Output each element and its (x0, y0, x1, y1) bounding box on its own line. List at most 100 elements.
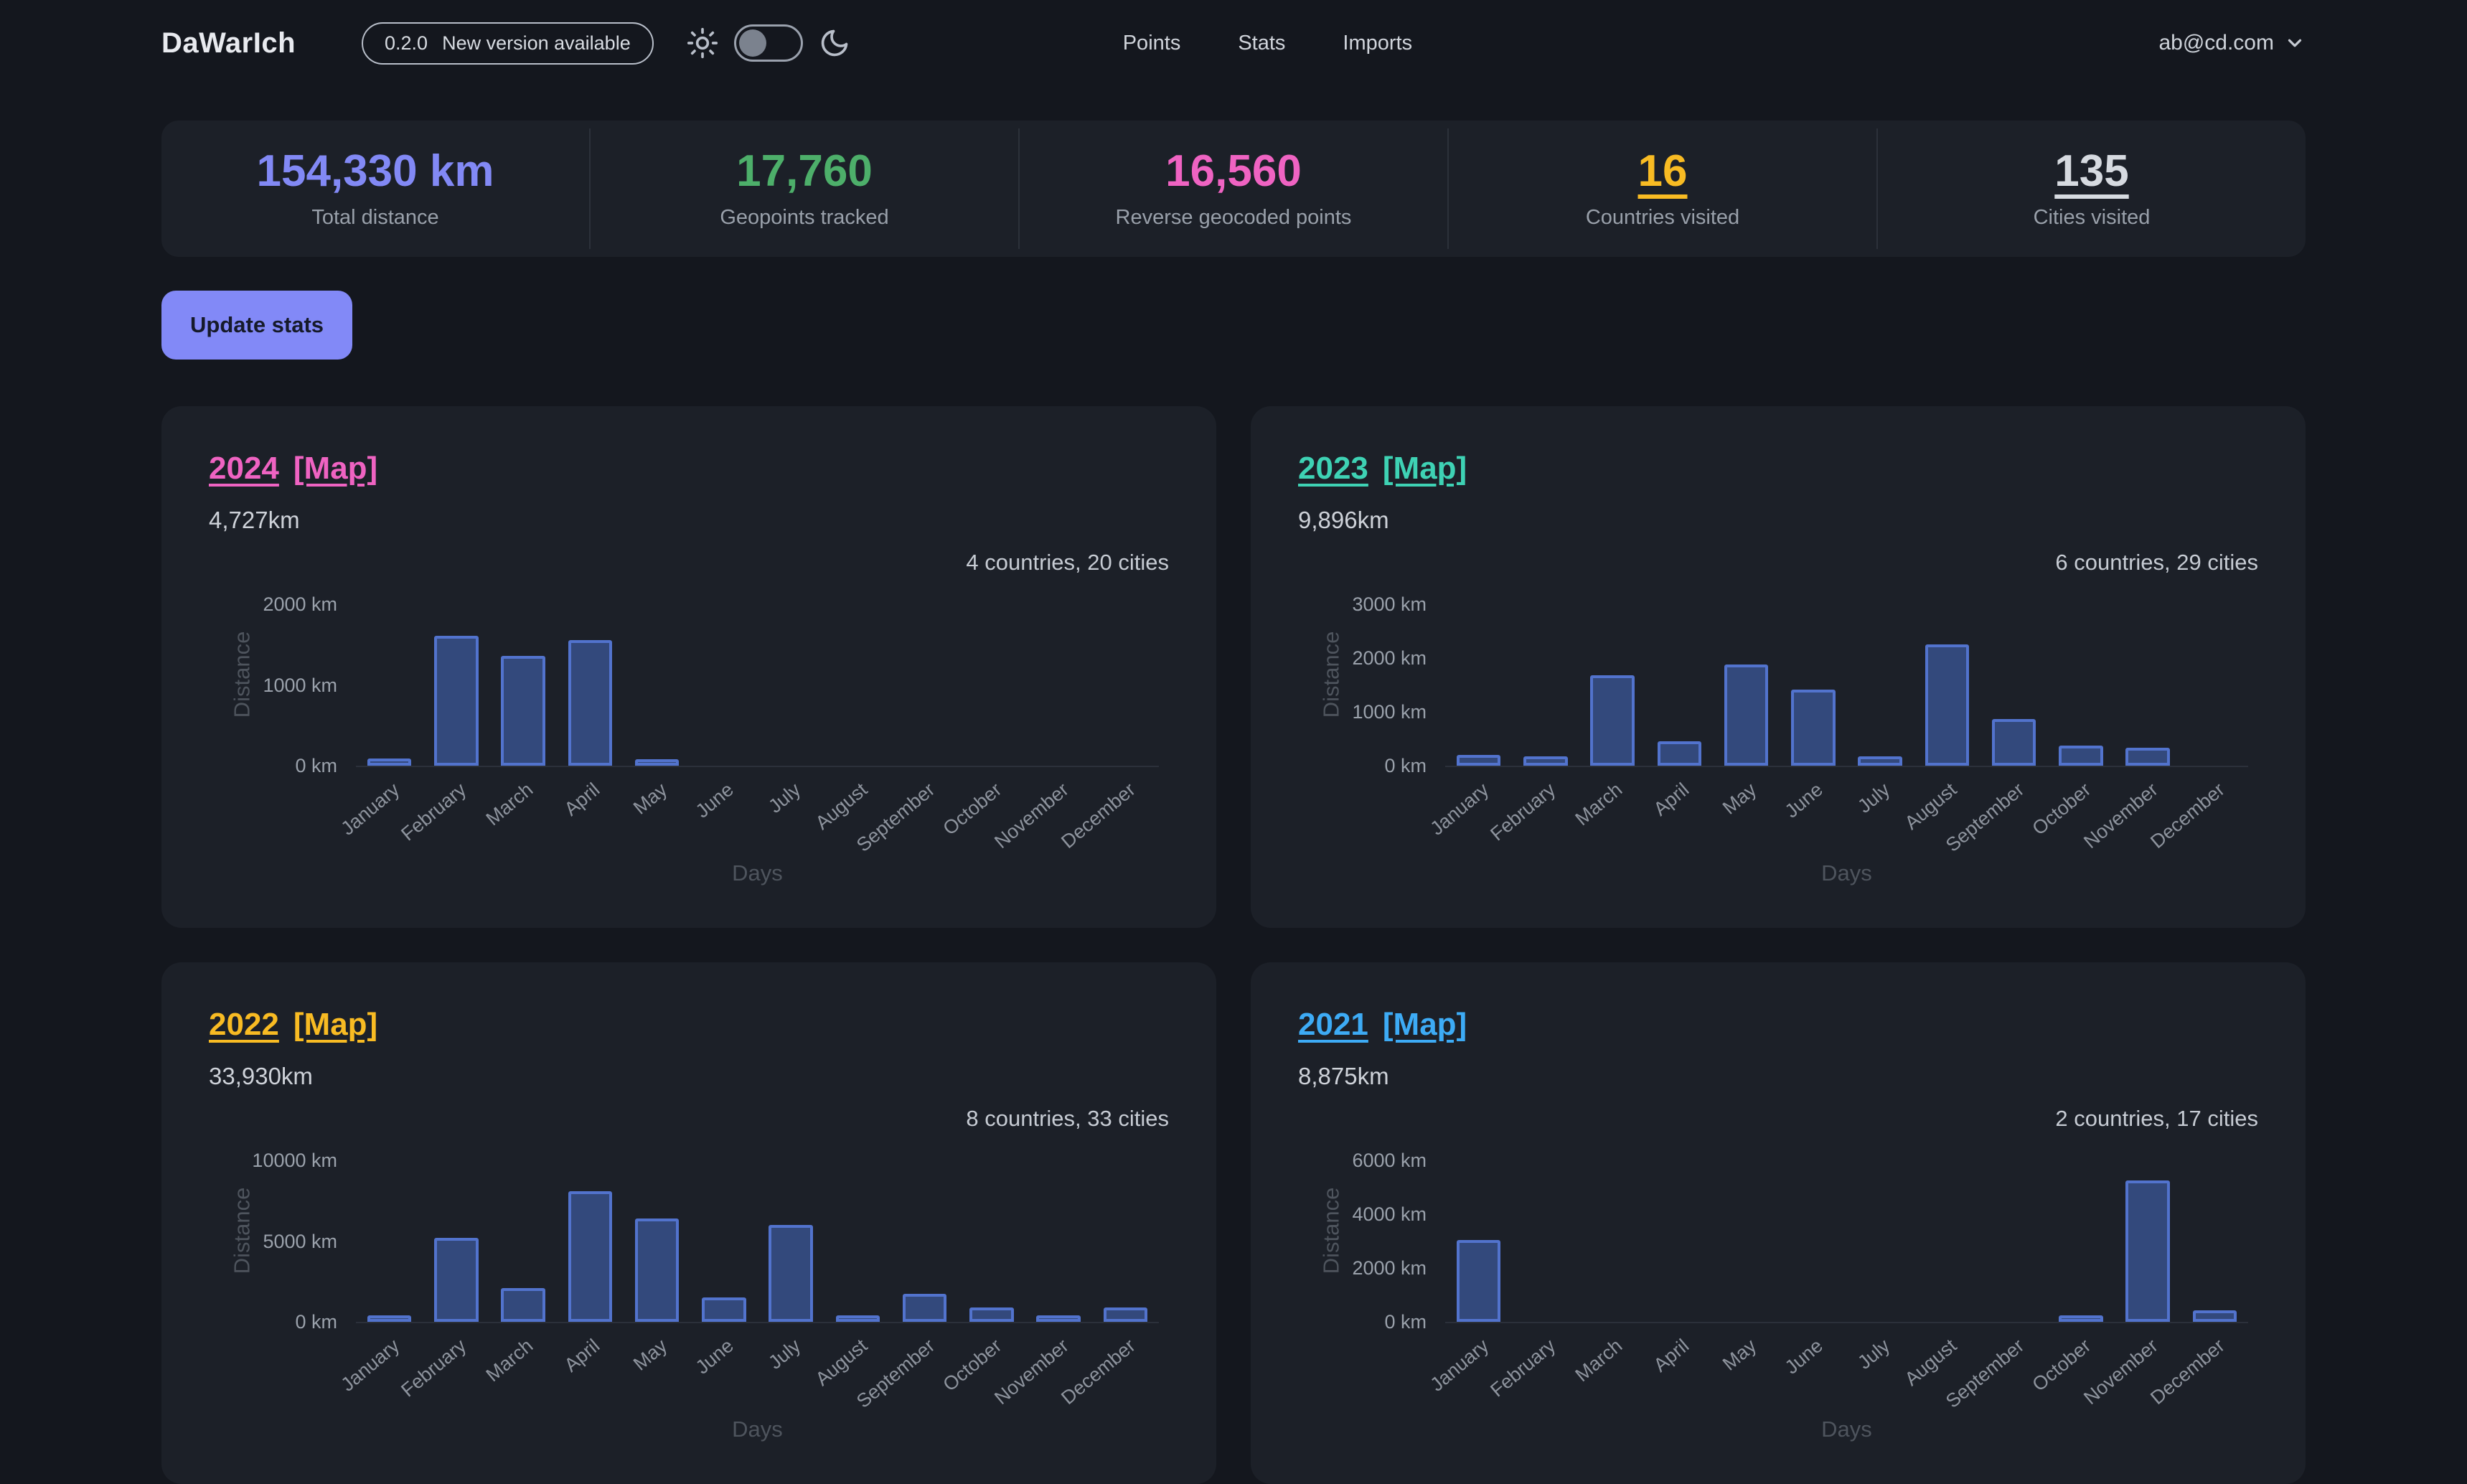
x-axis-tick: March (481, 1335, 537, 1386)
version-badge[interactable]: 0.2.0 New version available (362, 22, 654, 65)
map-link[interactable]: [Map] (1382, 1007, 1467, 1042)
y-axis-tick: 5000 km (263, 1230, 337, 1252)
x-axis-tick: July (764, 779, 805, 817)
bar-slot (1025, 583, 1092, 766)
bar-slot (1980, 583, 2047, 766)
theme-toggle[interactable] (733, 24, 803, 62)
bar-slot (1092, 1139, 1159, 1322)
bar-april (568, 639, 613, 766)
year-distance: 33,930km (209, 1063, 313, 1089)
x-axis-ticks: January February March April May June July Augu… (1426, 1323, 2248, 1412)
year-distance: 8,875km (1298, 1063, 1389, 1089)
chevron-down-icon (2284, 32, 2306, 54)
bar-slot (958, 583, 1025, 766)
bar-slot (1579, 583, 1646, 766)
bar-slot (557, 583, 624, 766)
x-axis-tick: September (852, 1335, 939, 1412)
bar-slot (1780, 1139, 1846, 1322)
y-axis-tick: 10000 km (252, 1150, 337, 1171)
y-axis-tick: 3000 km (1352, 593, 1427, 615)
bar-may (634, 759, 680, 766)
y-axis-tick: 0 km (295, 1311, 337, 1333)
bar-february (434, 635, 479, 766)
year-cards-grid: 2024 [Map] 4,727km 4 countries, 20 citie… (161, 406, 2306, 1484)
x-axis-tick: September (852, 779, 939, 856)
bar-slot (1445, 583, 1512, 766)
bar-august (1925, 644, 1970, 766)
year-link[interactable]: 2023 (1298, 451, 1368, 486)
x-axis-tick: September (1941, 1335, 2028, 1412)
nav-item-points[interactable]: Points (1122, 31, 1181, 55)
year-link[interactable]: 2021 (1298, 1007, 1368, 1042)
nav-item-stats[interactable]: Stats (1238, 31, 1286, 55)
map-link[interactable]: [Map] (293, 1007, 378, 1042)
y-axis-title: Distance (229, 631, 255, 718)
bar-slot (1512, 583, 1579, 766)
map-link[interactable]: [Map] (1382, 451, 1467, 486)
x-axis-tick: April (1649, 1335, 1693, 1376)
x-axis-tick: April (560, 1335, 604, 1376)
x-axis-tick: December (1056, 779, 1139, 853)
x-axis-ticks: January February March April May June July Augu… (337, 1323, 1159, 1412)
x-axis-tick: February (1486, 779, 1560, 845)
card-title: 2023 [Map] (1298, 451, 2258, 487)
x-axis-title: Days (1821, 1417, 1872, 1442)
bar-february (1523, 756, 1568, 766)
bar-slot (490, 1139, 557, 1322)
stat-total-distance: 154,330 km Total distance (161, 128, 589, 249)
x-axis-tick: May (629, 1335, 671, 1375)
bar-may (634, 1218, 680, 1322)
x-axis-tick: June (692, 1335, 738, 1379)
stat-countries-visited: 16 Countries visited (1447, 128, 1876, 249)
user-menu[interactable]: ab@cd.com (2158, 31, 2306, 55)
bar-february (434, 1238, 479, 1322)
countries-visited-link[interactable]: 16 (1637, 146, 1688, 196)
x-axis-tick: May (629, 779, 671, 819)
y-axis-tick: 1000 km (263, 674, 337, 696)
bar-slot (2181, 583, 2248, 766)
bar-august (835, 1315, 880, 1322)
bar-slot (2047, 583, 2114, 766)
bar-december (1103, 1307, 1148, 1322)
bar-slot (758, 1139, 824, 1322)
bar-slot (624, 583, 690, 766)
x-axis-tick: May (1718, 1335, 1760, 1375)
bar-slot (557, 1139, 624, 1322)
bar-july (1858, 756, 1902, 766)
bar-october (969, 1307, 1014, 1322)
app-logo[interactable]: DaWarIch (161, 27, 296, 59)
year-link[interactable]: 2022 (209, 1007, 279, 1042)
bar-slot (1579, 1139, 1646, 1322)
bar-slot (1914, 1139, 1980, 1322)
x-axis-title: Days (732, 860, 783, 886)
bar-slot (2115, 1139, 2181, 1322)
bar-slot (2115, 583, 2181, 766)
update-stats-button[interactable]: Update stats (161, 291, 353, 360)
x-axis-tick: June (1781, 779, 1828, 822)
year-card-2022: 2022 [Map] 33,930km 8 countries, 33 citi… (161, 962, 1216, 1484)
bar-april (568, 1191, 613, 1322)
x-axis-tick: February (397, 1335, 471, 1401)
distance-by-month-chart: Distance 0 km 1000 km 2000 km January Febru… (209, 583, 1169, 886)
bar-october (2059, 1315, 2103, 1322)
cities-visited-link[interactable]: 135 (2054, 146, 2129, 196)
nav-item-imports[interactable]: Imports (1343, 31, 1413, 55)
y-axis-tick: 0 km (1384, 755, 1427, 776)
stat-value: 17,760 (736, 146, 873, 196)
year-link[interactable]: 2024 (209, 451, 279, 486)
card-title: 2022 [Map] (209, 1007, 1169, 1043)
bar-slot (2181, 1139, 2248, 1322)
bar-slot (423, 583, 489, 766)
x-axis-tick: June (1781, 1335, 1828, 1379)
map-link[interactable]: [Map] (293, 451, 378, 486)
bar-slot (1780, 583, 1846, 766)
y-axis-title: Distance (1318, 1187, 1344, 1274)
bar-slot (624, 1139, 690, 1322)
stat-value: 154,330 km (256, 146, 494, 196)
bar-slot (1847, 1139, 1914, 1322)
year-card-2021: 2021 [Map] 8,875km 2 countries, 17 citie… (1251, 962, 2306, 1484)
bar-april (1657, 741, 1702, 766)
moon-icon (819, 27, 850, 59)
bar-slot (1914, 583, 1980, 766)
